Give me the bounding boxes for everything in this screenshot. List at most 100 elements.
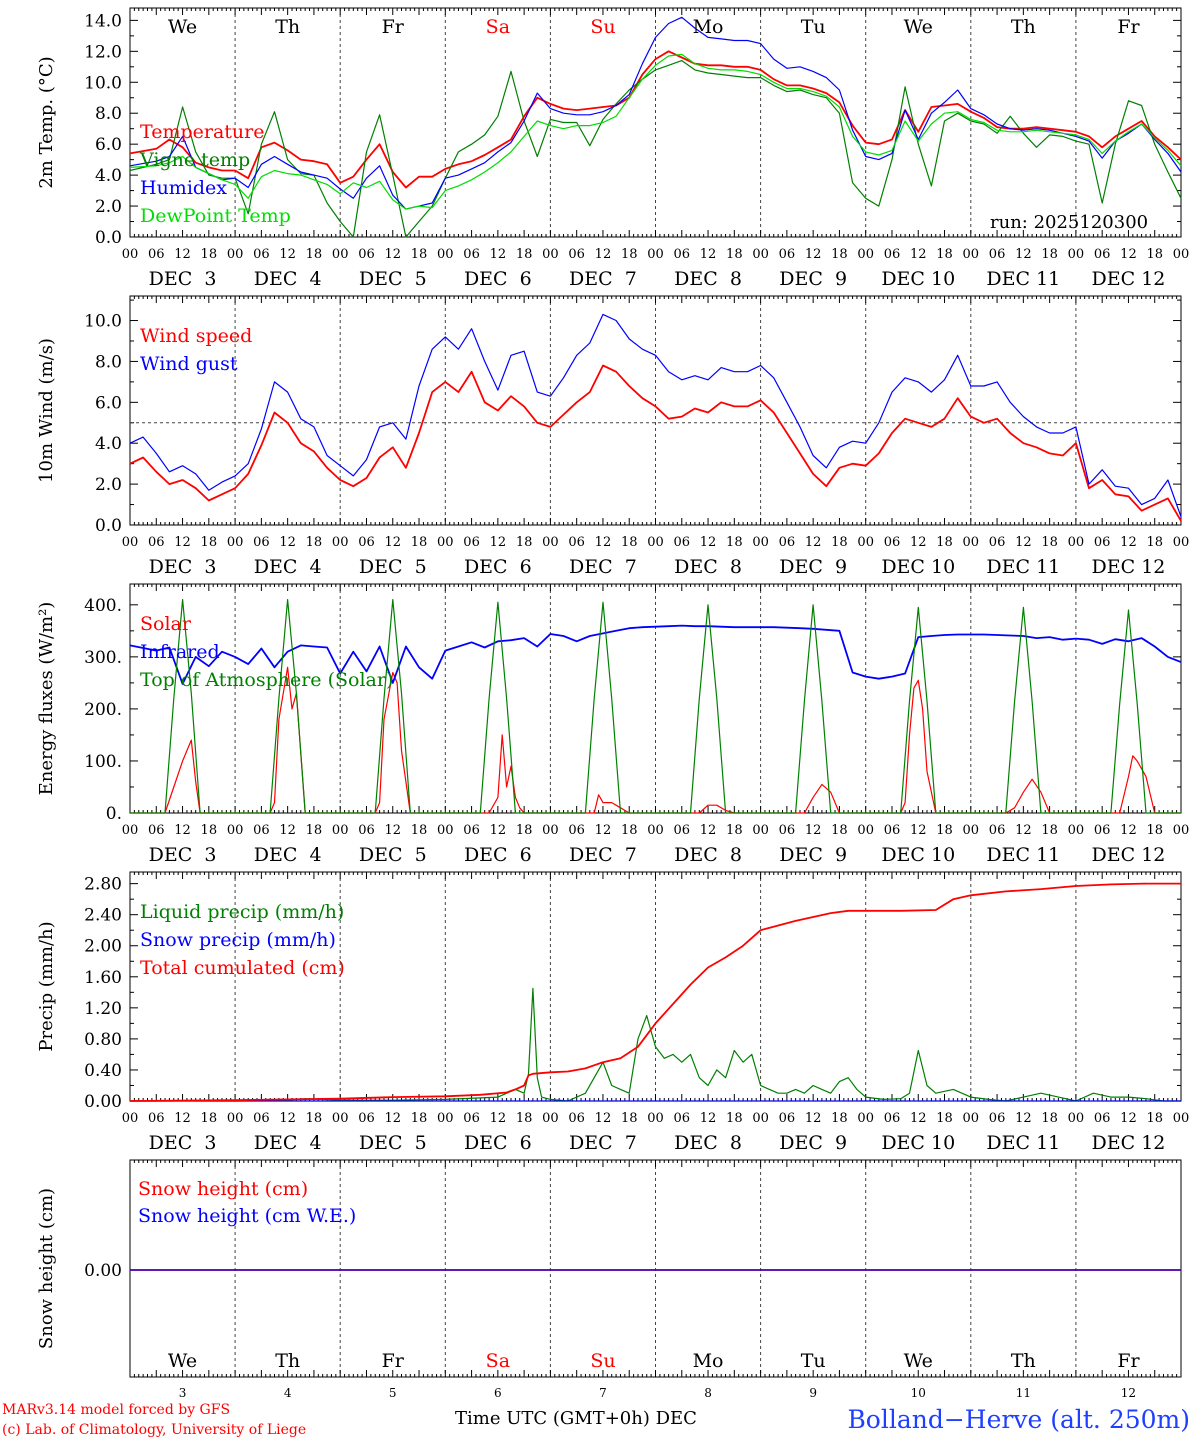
hour-tick-label: 18	[201, 1111, 218, 1126]
weekday-label: Fr	[1117, 16, 1140, 38]
hour-tick-label: 00	[963, 1111, 980, 1126]
hour-tick-label: 06	[674, 823, 691, 838]
y-tick-label: 12.0	[84, 42, 122, 62]
day-number-label: 11	[1016, 1386, 1031, 1400]
date-label: DEC 12	[1092, 268, 1166, 290]
hour-tick-label: 18	[726, 247, 743, 262]
hour-tick-label: 18	[621, 1111, 638, 1126]
y-tick-label: 4.0	[95, 434, 122, 454]
hour-tick-label: 12	[910, 823, 927, 838]
date-label: DEC 9	[779, 1132, 847, 1154]
y-tick-label: 2.0	[95, 475, 122, 495]
hour-tick-label: 12	[1015, 1111, 1032, 1126]
hour-tick-label: 06	[989, 535, 1006, 550]
date-label: DEC 6	[464, 268, 532, 290]
date-label: DEC 4	[254, 556, 322, 578]
y-tick-label: 100.	[84, 752, 122, 772]
hour-tick-label: 18	[936, 247, 953, 262]
hour-tick-label: 18	[1146, 247, 1163, 262]
hour-tick-label: 18	[411, 535, 428, 550]
y-axis-label: Snow height (cm)	[36, 1188, 57, 1349]
weekday-label: Sa	[486, 1350, 510, 1372]
hour-tick-label: 12	[595, 535, 612, 550]
hour-tick-label: 06	[253, 1111, 270, 1126]
hour-tick-label: 00	[542, 823, 559, 838]
weekday-label: Th	[1011, 16, 1036, 38]
y-tick-label: 10.0	[84, 73, 122, 93]
hour-tick-label: 12	[174, 823, 191, 838]
hour-tick-label: 06	[253, 823, 270, 838]
y-tick-label: 1.60	[84, 968, 122, 988]
credit-line-2: (c) Lab. of Climatology, University of L…	[2, 1422, 306, 1438]
y-tick-label: 6.0	[95, 393, 122, 413]
weekday-label: Th	[1011, 1350, 1036, 1372]
hour-tick-label: 18	[1146, 823, 1163, 838]
hour-tick-label: 06	[463, 247, 480, 262]
hour-tick-label: 00	[122, 1111, 139, 1126]
y-tick-label: 0.40	[84, 1061, 122, 1081]
legend-item: Solar	[140, 613, 192, 635]
legend-item: Humidex	[140, 177, 227, 199]
y-tick-label: 8.0	[95, 352, 122, 372]
hour-tick-label: 00	[647, 823, 664, 838]
hour-tick-label: 12	[700, 535, 717, 550]
hour-tick-label: 00	[437, 1111, 454, 1126]
hour-tick-label: 06	[674, 247, 691, 262]
series-line-vigne-temp	[129, 59, 1182, 238]
hour-tick-label: 00	[857, 1111, 874, 1126]
legend-item: Temperature	[140, 121, 264, 143]
date-label: DEC 3	[149, 1132, 217, 1154]
date-label: DEC 7	[569, 844, 637, 866]
hour-tick-label: 06	[884, 247, 901, 262]
hour-tick-label: 18	[306, 247, 323, 262]
panel-5: 0.00 Snow height (cm) Snow height (cm) Snow…	[36, 1159, 1182, 1400]
series-line-dewpoint-temp	[129, 53, 1182, 210]
date-label: DEC 5	[359, 844, 427, 866]
hour-tick-label: 06	[1094, 247, 1111, 262]
hour-tick-label: 06	[148, 1111, 165, 1126]
hour-tick-label: 06	[884, 1111, 901, 1126]
hour-tick-label: 00	[857, 535, 874, 550]
y-tick-label: 10.0	[84, 312, 122, 332]
weekday-label: We	[168, 1350, 197, 1372]
hour-tick-label: 12	[700, 1111, 717, 1126]
hour-tick-label: 18	[831, 823, 848, 838]
y-tick-label: 4.0	[95, 166, 122, 186]
day-number-label: 8	[704, 1386, 712, 1400]
hour-tick-label: 00	[1173, 247, 1190, 262]
hour-tick-label: 06	[358, 247, 375, 262]
date-label: DEC 8	[674, 844, 742, 866]
hour-tick-label: 06	[148, 823, 165, 838]
hour-tick-label: 00	[963, 247, 980, 262]
weekday-label: Sa	[486, 16, 510, 38]
hour-tick-label: 18	[831, 535, 848, 550]
hour-tick-label: 06	[1094, 823, 1111, 838]
series-line-humidex	[129, 16, 1182, 210]
hour-tick-label: 06	[884, 823, 901, 838]
hour-tick-label: 00	[437, 247, 454, 262]
hour-tick-label: 18	[411, 247, 428, 262]
date-label: DEC 8	[674, 1132, 742, 1154]
date-label: DEC 7	[569, 268, 637, 290]
y-tick-label: 0.00	[84, 1261, 122, 1281]
hour-tick-label: 12	[1015, 535, 1032, 550]
weekday-label: Mo	[693, 1350, 724, 1372]
hour-tick-label: 06	[358, 823, 375, 838]
hour-tick-label: 18	[621, 823, 638, 838]
date-label: DEC 4	[254, 844, 322, 866]
hour-tick-label: 12	[490, 247, 507, 262]
hour-tick-label: 00	[122, 823, 139, 838]
hour-tick-label: 06	[1094, 1111, 1111, 1126]
hour-tick-label: 12	[910, 535, 927, 550]
date-label: DEC 6	[464, 556, 532, 578]
hour-tick-label: 06	[779, 823, 796, 838]
hour-tick-label: 00	[332, 535, 349, 550]
series-line-liquid-precip-mm-h	[130, 987, 1181, 1102]
hour-tick-label: 12	[174, 1111, 191, 1126]
series-line-total-cumulated-cm	[129, 882, 1181, 1102]
date-label: DEC 3	[149, 844, 217, 866]
hour-tick-label: 12	[384, 1111, 401, 1126]
hour-tick-label: 06	[463, 1111, 480, 1126]
day-number-label: 12	[1121, 1386, 1136, 1400]
